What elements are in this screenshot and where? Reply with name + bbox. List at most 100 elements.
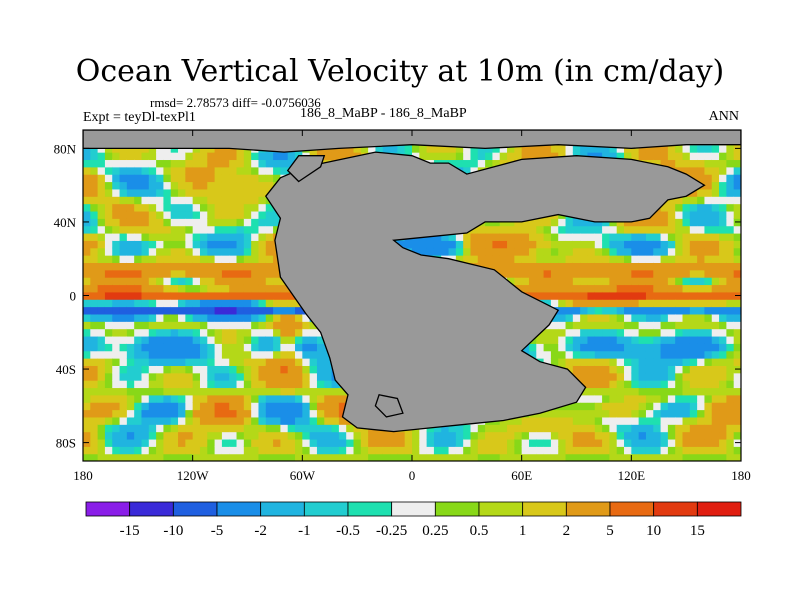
field-cell <box>689 358 698 366</box>
landmass <box>374 394 404 418</box>
field-cell <box>243 424 252 433</box>
field-cell <box>273 372 281 381</box>
field-cell <box>624 291 632 300</box>
field-cell <box>733 166 741 175</box>
colorbar-label: -2 <box>254 523 267 539</box>
field-cell <box>309 380 318 389</box>
field-cell <box>697 350 706 359</box>
field-cell <box>660 446 669 455</box>
field-cell <box>236 181 245 190</box>
field-cell <box>134 166 143 175</box>
field-cell <box>682 335 691 344</box>
field-cell <box>682 387 691 396</box>
field-cell <box>433 144 442 153</box>
field-cell <box>156 394 165 403</box>
field-cell <box>178 402 186 411</box>
field-cell <box>90 387 99 396</box>
field-cell <box>719 203 727 212</box>
field-cell <box>682 453 691 461</box>
field-cell <box>587 431 596 440</box>
field-cell <box>587 306 596 315</box>
field-cell <box>156 159 165 168</box>
field-cell <box>609 255 618 263</box>
field-cell <box>667 387 676 396</box>
field-cell <box>697 247 706 256</box>
field-cell <box>543 152 552 161</box>
field-cell <box>273 159 281 168</box>
field-cell <box>302 431 311 440</box>
field-cell <box>463 152 472 161</box>
field-cell <box>258 196 267 205</box>
field-cell <box>273 321 281 330</box>
colorbar-swatch <box>434 501 480 517</box>
field-cell <box>156 431 165 440</box>
field-cell <box>653 269 662 278</box>
field-cell <box>594 277 603 286</box>
field-cell <box>229 269 238 278</box>
field-cell <box>258 453 267 461</box>
field-cell <box>280 438 289 447</box>
field-cell <box>258 203 267 212</box>
field-cell <box>243 218 252 227</box>
field-cell <box>660 152 669 161</box>
field-cell <box>338 438 347 447</box>
field-cell <box>682 232 691 241</box>
field-cell <box>368 446 377 455</box>
field-cell <box>645 380 654 389</box>
field-cell <box>485 159 494 168</box>
field-cell <box>624 225 632 234</box>
field-cell <box>104 255 113 263</box>
field-cell <box>251 174 260 183</box>
field-cell <box>134 232 143 241</box>
field-cell <box>719 409 727 418</box>
field-cell <box>185 409 194 418</box>
field-cell <box>126 438 135 447</box>
field-cell <box>112 431 121 440</box>
field-cell <box>156 453 165 461</box>
field-cell <box>119 358 128 366</box>
field-cell <box>543 255 552 263</box>
field-cell <box>185 358 194 366</box>
field-cell <box>170 438 179 447</box>
field-cell <box>602 225 610 234</box>
field-cell <box>90 446 99 455</box>
field-cell <box>141 343 150 352</box>
field-cell <box>448 431 457 440</box>
field-cell <box>236 174 245 183</box>
field-cell <box>236 321 245 330</box>
colorbar-swatch <box>172 501 218 517</box>
field-cell <box>83 358 91 366</box>
field-cell <box>419 453 428 461</box>
field-cell <box>711 409 720 418</box>
field-cell <box>536 284 545 293</box>
field-cell <box>112 269 121 278</box>
field-cell <box>667 313 676 322</box>
field-cell <box>170 284 179 293</box>
field-cell <box>689 166 698 175</box>
field-cell <box>199 255 208 263</box>
field-cell <box>624 328 632 337</box>
field-cell <box>660 380 669 389</box>
field-cell <box>572 299 581 308</box>
colorbar-label: -5 <box>211 523 224 539</box>
field-cell <box>419 438 428 447</box>
field-cell <box>163 402 172 411</box>
field-cell <box>719 181 727 190</box>
field-cell <box>602 284 610 293</box>
field-cell <box>441 144 450 153</box>
field-cell <box>258 240 267 249</box>
field-cell <box>251 269 260 278</box>
field-cell <box>170 387 179 396</box>
field-cell <box>543 350 552 359</box>
field-cell <box>638 394 647 403</box>
field-cell <box>126 247 135 256</box>
field-cell <box>331 424 340 433</box>
field-cell <box>207 424 216 433</box>
field-cell <box>565 365 574 374</box>
field-cell <box>631 321 640 330</box>
field-cell <box>90 284 99 293</box>
field-cell <box>243 247 252 256</box>
field-cell <box>704 306 713 315</box>
field-cell <box>711 196 720 205</box>
field-cell <box>645 218 654 227</box>
